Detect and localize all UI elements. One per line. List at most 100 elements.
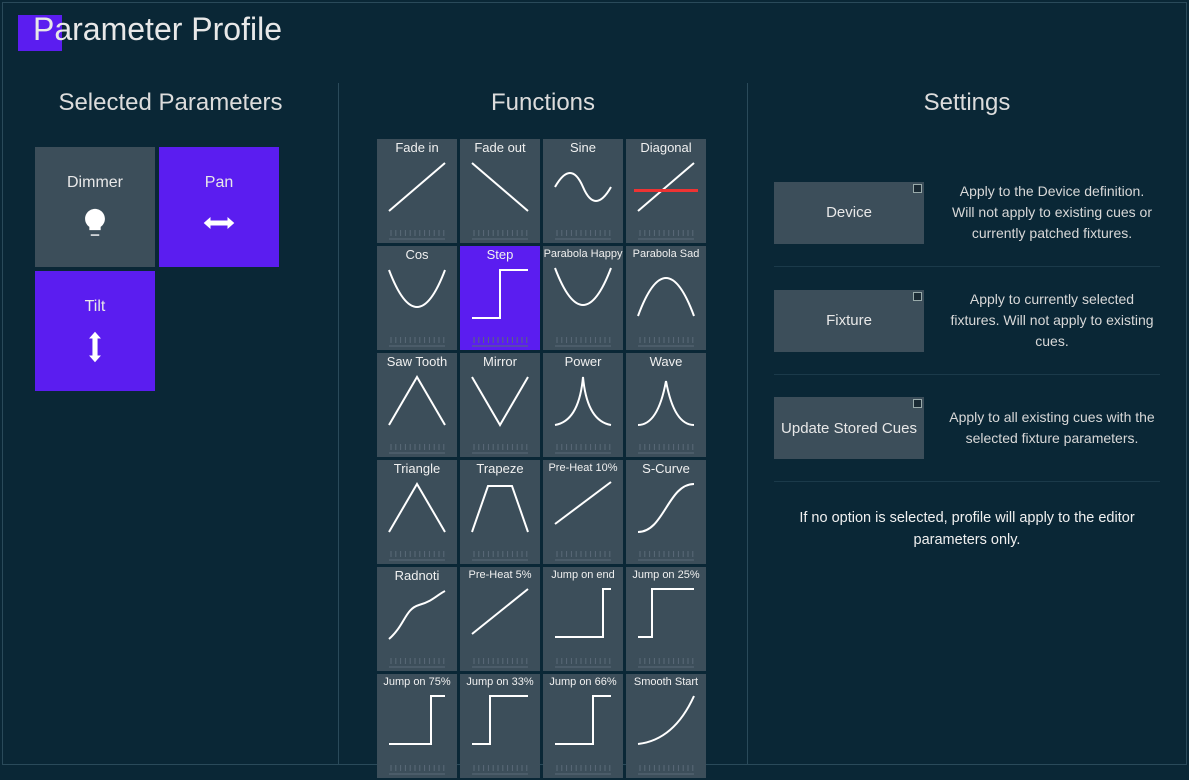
function-curve-icon bbox=[385, 690, 449, 748]
function-curve-icon bbox=[551, 371, 615, 429]
function-label: Step bbox=[485, 246, 516, 262]
tick-marks bbox=[638, 762, 694, 772]
function-tile-sawtooth[interactable]: Saw Tooth bbox=[377, 353, 457, 457]
function-label: Pre-Heat 5% bbox=[467, 567, 534, 581]
function-tile-diagonal[interactable]: Diagonal bbox=[626, 139, 706, 243]
function-tile-step[interactable]: Step bbox=[460, 246, 540, 350]
function-curve-icon bbox=[551, 690, 615, 748]
function-tile-jump66[interactable]: Jump on 66% bbox=[543, 674, 623, 778]
setting-button-fixture[interactable]: Fixture bbox=[774, 290, 924, 352]
function-tile-wave[interactable]: Wave bbox=[626, 353, 706, 457]
function-curve-icon bbox=[634, 262, 698, 320]
function-tile-jump75[interactable]: Jump on 75% bbox=[377, 674, 457, 778]
function-tile-smoothstart[interactable]: Smooth Start bbox=[626, 674, 706, 778]
tick-marks bbox=[555, 441, 611, 451]
tick-marks bbox=[555, 762, 611, 772]
function-tile-sine[interactable]: Sine bbox=[543, 139, 623, 243]
setting-row-update-cues: Update Stored Cues Apply to all existing… bbox=[774, 375, 1160, 482]
page-title: Parameter Profile bbox=[3, 3, 1186, 48]
setting-button-label: Fixture bbox=[826, 312, 872, 329]
function-label: Smooth Start bbox=[632, 674, 700, 688]
tick-marks bbox=[389, 655, 445, 665]
function-curve-icon bbox=[551, 476, 615, 534]
function-label: Trapeze bbox=[474, 460, 525, 476]
tick-marks bbox=[389, 334, 445, 344]
function-tile-par-happy[interactable]: Parabola Happy bbox=[543, 246, 623, 350]
setting-button-label: Update Stored Cues bbox=[781, 420, 917, 437]
arrow-left-right-icon bbox=[202, 206, 236, 240]
param-label: Pan bbox=[205, 174, 233, 192]
function-label: Jump on 33% bbox=[464, 674, 535, 688]
functions-heading: Functions bbox=[339, 89, 747, 117]
param-label: Dimmer bbox=[67, 174, 123, 192]
tick-marks bbox=[389, 762, 445, 772]
function-curve-icon bbox=[468, 690, 532, 748]
setting-desc-device: Apply to the Device definition.Will not … bbox=[944, 181, 1160, 244]
settings-heading: Settings bbox=[748, 89, 1186, 117]
function-tile-preheat5[interactable]: Pre-Heat 5% bbox=[460, 567, 540, 671]
parameters-grid: Dimmer Pan Tilt bbox=[35, 147, 338, 391]
function-curve-icon bbox=[634, 583, 698, 641]
tick-marks bbox=[472, 441, 528, 451]
tick-marks bbox=[555, 655, 611, 665]
function-label: Radnoti bbox=[393, 567, 442, 583]
tick-marks bbox=[555, 227, 611, 237]
function-label: Fade in bbox=[393, 139, 440, 155]
setting-button-update-cues[interactable]: Update Stored Cues bbox=[774, 397, 924, 459]
function-tile-preheat10[interactable]: Pre-Heat 10% bbox=[543, 460, 623, 564]
function-curve-icon bbox=[385, 585, 449, 643]
setting-desc-update-cues: Apply to all existing cues with the sele… bbox=[944, 407, 1160, 449]
tick-marks bbox=[638, 334, 694, 344]
param-tile-pan[interactable]: Pan bbox=[159, 147, 279, 267]
function-tile-jump-end[interactable]: Jump on end bbox=[543, 567, 623, 671]
function-tile-power[interactable]: Power bbox=[543, 353, 623, 457]
column-functions: Functions Fade in Fade out SineDiagonal Cos… bbox=[338, 83, 748, 764]
settings-footer: If no option is selected, profile will a… bbox=[774, 508, 1160, 552]
param-label: Tilt bbox=[85, 298, 106, 316]
function-tile-radnoti[interactable]: Radnoti bbox=[377, 567, 457, 671]
function-curve-icon bbox=[385, 157, 449, 215]
functions-grid: Fade in Fade out SineDiagonal Cos Step Parabo… bbox=[377, 139, 709, 778]
function-tile-cos[interactable]: Cos bbox=[377, 246, 457, 350]
tick-marks bbox=[472, 334, 528, 344]
function-label: Power bbox=[563, 353, 604, 369]
function-tile-jump25[interactable]: Jump on 25% bbox=[626, 567, 706, 671]
function-curve-icon bbox=[634, 157, 698, 215]
function-tile-fadeout[interactable]: Fade out bbox=[460, 139, 540, 243]
param-tile-dimmer[interactable]: Dimmer bbox=[35, 147, 155, 267]
function-tile-fadein[interactable]: Fade in bbox=[377, 139, 457, 243]
function-tile-jump33[interactable]: Jump on 33% bbox=[460, 674, 540, 778]
function-label: Jump on 75% bbox=[381, 674, 452, 688]
function-tile-triangle[interactable]: Triangle bbox=[377, 460, 457, 564]
tick-marks bbox=[555, 334, 611, 344]
function-label: Jump on end bbox=[549, 567, 617, 581]
function-curve-icon bbox=[385, 264, 449, 322]
arrow-up-down-icon bbox=[78, 330, 112, 364]
function-curve-icon bbox=[468, 371, 532, 429]
page-title-text: Parameter Profile bbox=[33, 11, 282, 47]
function-tile-trapeze[interactable]: Trapeze bbox=[460, 460, 540, 564]
function-curve-icon bbox=[551, 157, 615, 215]
function-label: Saw Tooth bbox=[385, 353, 449, 369]
bulb-icon bbox=[78, 206, 112, 240]
function-curve-icon bbox=[385, 371, 449, 429]
tick-marks bbox=[472, 762, 528, 772]
tick-marks bbox=[472, 655, 528, 665]
setting-desc-fixture: Apply to currently selected fixtures. Wi… bbox=[944, 289, 1160, 352]
function-label: Mirror bbox=[481, 353, 519, 369]
checkbox-icon bbox=[913, 399, 922, 408]
function-label: Parabola Happy bbox=[542, 246, 625, 260]
tick-marks bbox=[555, 548, 611, 558]
function-tile-scurve[interactable]: S-Curve bbox=[626, 460, 706, 564]
function-curve-icon bbox=[551, 262, 615, 320]
tick-marks bbox=[638, 655, 694, 665]
function-tile-mirror[interactable]: Mirror bbox=[460, 353, 540, 457]
function-label: Wave bbox=[648, 353, 685, 369]
param-tile-tilt[interactable]: Tilt bbox=[35, 271, 155, 391]
function-label: Fade out bbox=[472, 139, 527, 155]
function-curve-icon bbox=[551, 583, 615, 641]
function-tile-par-sad[interactable]: Parabola Sad bbox=[626, 246, 706, 350]
setting-button-device[interactable]: Device bbox=[774, 182, 924, 244]
checkbox-icon bbox=[913, 292, 922, 301]
setting-row-fixture: Fixture Apply to currently selected fixt… bbox=[774, 267, 1160, 375]
